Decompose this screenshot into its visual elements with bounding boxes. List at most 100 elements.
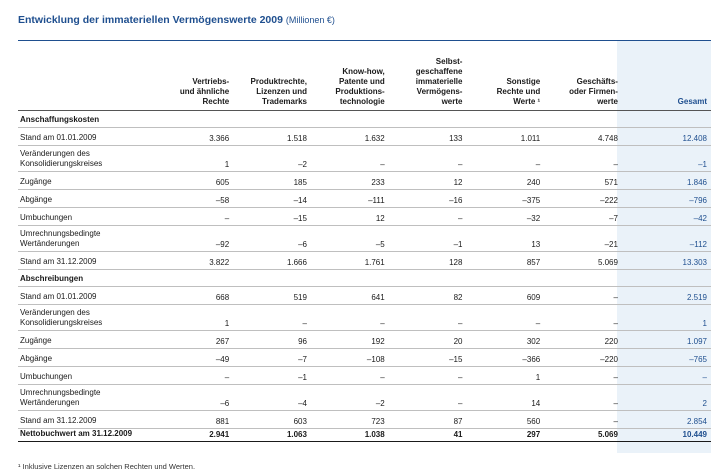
cell-value: 267 xyxy=(215,337,230,346)
row-label: Nettobuchwert am 31.12.2009 xyxy=(20,429,133,438)
cell-value: – xyxy=(613,160,618,169)
cell-value: 881 xyxy=(215,417,230,426)
cell-value: 1.518 xyxy=(286,134,307,143)
cell-total: –112 xyxy=(689,240,707,249)
cell-value: 4.748 xyxy=(597,134,618,143)
table-row: Abgänge –49 –7 –108 –15 –366 –220 –765 xyxy=(18,349,711,367)
cell-value: – xyxy=(613,399,618,408)
cell-value: 1.761 xyxy=(364,258,385,267)
cell-value: 1.666 xyxy=(286,258,307,267)
cell-value: –21 xyxy=(604,240,618,249)
cell-value: –15 xyxy=(293,214,307,223)
cell-value: –2 xyxy=(375,399,385,408)
header-row: Vertriebs-und ähnliche Rechte Produktrech… xyxy=(18,41,711,111)
column-header-total: Gesamt xyxy=(677,97,707,106)
section-header-row: Abschreibungen xyxy=(18,270,711,287)
cell-value: 297 xyxy=(526,430,541,439)
cell-total: 1.097 xyxy=(686,337,707,346)
cell-value: 1 xyxy=(224,319,230,328)
cell-total: 2.854 xyxy=(686,417,707,426)
column-header: Produktrechte, Lizenzen und Trademarks xyxy=(250,77,307,106)
cell-value: –5 xyxy=(375,240,385,249)
cell-value: –49 xyxy=(215,355,230,364)
cell-value: 1 xyxy=(224,160,230,169)
row-label: Veränderungen des Konsolidierungskreises xyxy=(20,308,103,327)
cell-value: – xyxy=(380,319,385,328)
row-label: Stand am 01.01.2009 xyxy=(20,292,97,301)
cell-value: –1 xyxy=(453,240,463,249)
top-rule xyxy=(18,40,711,41)
cell-value: 220 xyxy=(604,337,618,346)
cell-value: 12 xyxy=(375,214,385,223)
cell-value: 14 xyxy=(531,399,541,408)
cell-value: 240 xyxy=(526,178,541,187)
table-row: Zugänge 267 96 192 20 302 220 1.097 xyxy=(18,331,711,349)
cell-total: 1 xyxy=(702,319,707,328)
cell-value: –7 xyxy=(298,355,307,364)
cell-value: 2.941 xyxy=(209,430,230,439)
table-row: Umbuchungen – –1– –1– – xyxy=(18,367,711,385)
table-row: Umrechnungsbedingte Wertänderungen –6 –4 –2–… xyxy=(18,385,711,411)
cell-value: – xyxy=(302,319,307,328)
section-label: Abschreibungen xyxy=(20,274,84,283)
cell-value: –32 xyxy=(526,214,541,223)
table-row: Veränderungen des Konsolidierungskreises 1… xyxy=(18,305,711,331)
cell-value: –2 xyxy=(298,160,307,169)
cell-value: 1.063 xyxy=(286,430,307,439)
table-row: Zugänge 605 185 233 12 240 571 1.846 xyxy=(18,172,711,190)
table-row: Umbuchungen – –15 12 – –32 –7 –42 xyxy=(18,208,711,226)
row-label: Veränderungen des Konsolidierungskreises xyxy=(20,149,103,168)
cell-total: – xyxy=(702,373,707,382)
cell-value: –7 xyxy=(609,214,618,223)
cell-value: –15 xyxy=(449,355,463,364)
cell-value: 233 xyxy=(371,178,385,187)
cell-value: 723 xyxy=(371,417,385,426)
cell-total: 10.449 xyxy=(682,430,707,439)
column-header: Selbst-geschaffene immaterielle Vermögens-… xyxy=(415,57,463,106)
cell-value: – xyxy=(458,399,463,408)
cell-value: – xyxy=(380,160,385,169)
cell-value: – xyxy=(224,373,230,382)
cell-value: 609 xyxy=(526,293,541,302)
column-header: Know-how, Patente und Produktions-technolo… xyxy=(335,67,385,106)
cell-value: – xyxy=(224,214,230,223)
cell-value: –16 xyxy=(449,196,463,205)
cell-total: –765 xyxy=(689,355,707,364)
cell-value: 560 xyxy=(526,417,541,426)
cell-value: –4 xyxy=(298,399,307,408)
row-label: Stand am 01.01.2009 xyxy=(20,133,97,142)
cell-value: –220 xyxy=(600,355,618,364)
cell-value: –1 xyxy=(298,373,307,382)
cell-value: –366 xyxy=(522,355,541,364)
cell-value: 128 xyxy=(449,258,463,267)
cell-value: – xyxy=(535,319,541,328)
cell-value: – xyxy=(535,160,541,169)
cell-value: 1.011 xyxy=(520,134,541,143)
cell-value: 82 xyxy=(453,293,463,302)
table-row: Veränderungen des Konsolidierungskreises 1… xyxy=(18,146,711,172)
row-label: Zugänge xyxy=(20,177,52,186)
cell-value: 603 xyxy=(293,417,307,426)
cell-value: – xyxy=(613,417,618,426)
cell-value: 302 xyxy=(526,337,541,346)
cell-value: 641 xyxy=(371,293,385,302)
header-label-blank xyxy=(18,41,155,111)
cell-value: 41 xyxy=(453,430,463,439)
cell-value: –108 xyxy=(366,355,385,364)
cell-value: 3.822 xyxy=(209,258,230,267)
cell-value: –111 xyxy=(368,196,385,205)
cell-value: – xyxy=(458,214,463,223)
title-text: Entwicklung der immateriellen Vermögensw… xyxy=(18,14,283,26)
cell-value: – xyxy=(613,319,618,328)
cell-value: 185 xyxy=(293,178,307,187)
cell-value: 571 xyxy=(604,178,618,187)
column-header: Geschäfts-oder Firmen-werte xyxy=(569,77,618,106)
cell-value: –58 xyxy=(215,196,230,205)
footnote: ¹ Inklusive Lizenzen an solchen Rechten … xyxy=(18,462,196,471)
cell-value: 3.366 xyxy=(209,134,230,143)
cell-total: –1 xyxy=(698,160,707,169)
cell-value: – xyxy=(613,373,618,382)
cell-value: –375 xyxy=(522,196,541,205)
total-row: Nettobuchwert am 31.12.2009 2.941 1.063 1.0… xyxy=(18,428,711,442)
row-label: Abgänge xyxy=(20,195,53,204)
